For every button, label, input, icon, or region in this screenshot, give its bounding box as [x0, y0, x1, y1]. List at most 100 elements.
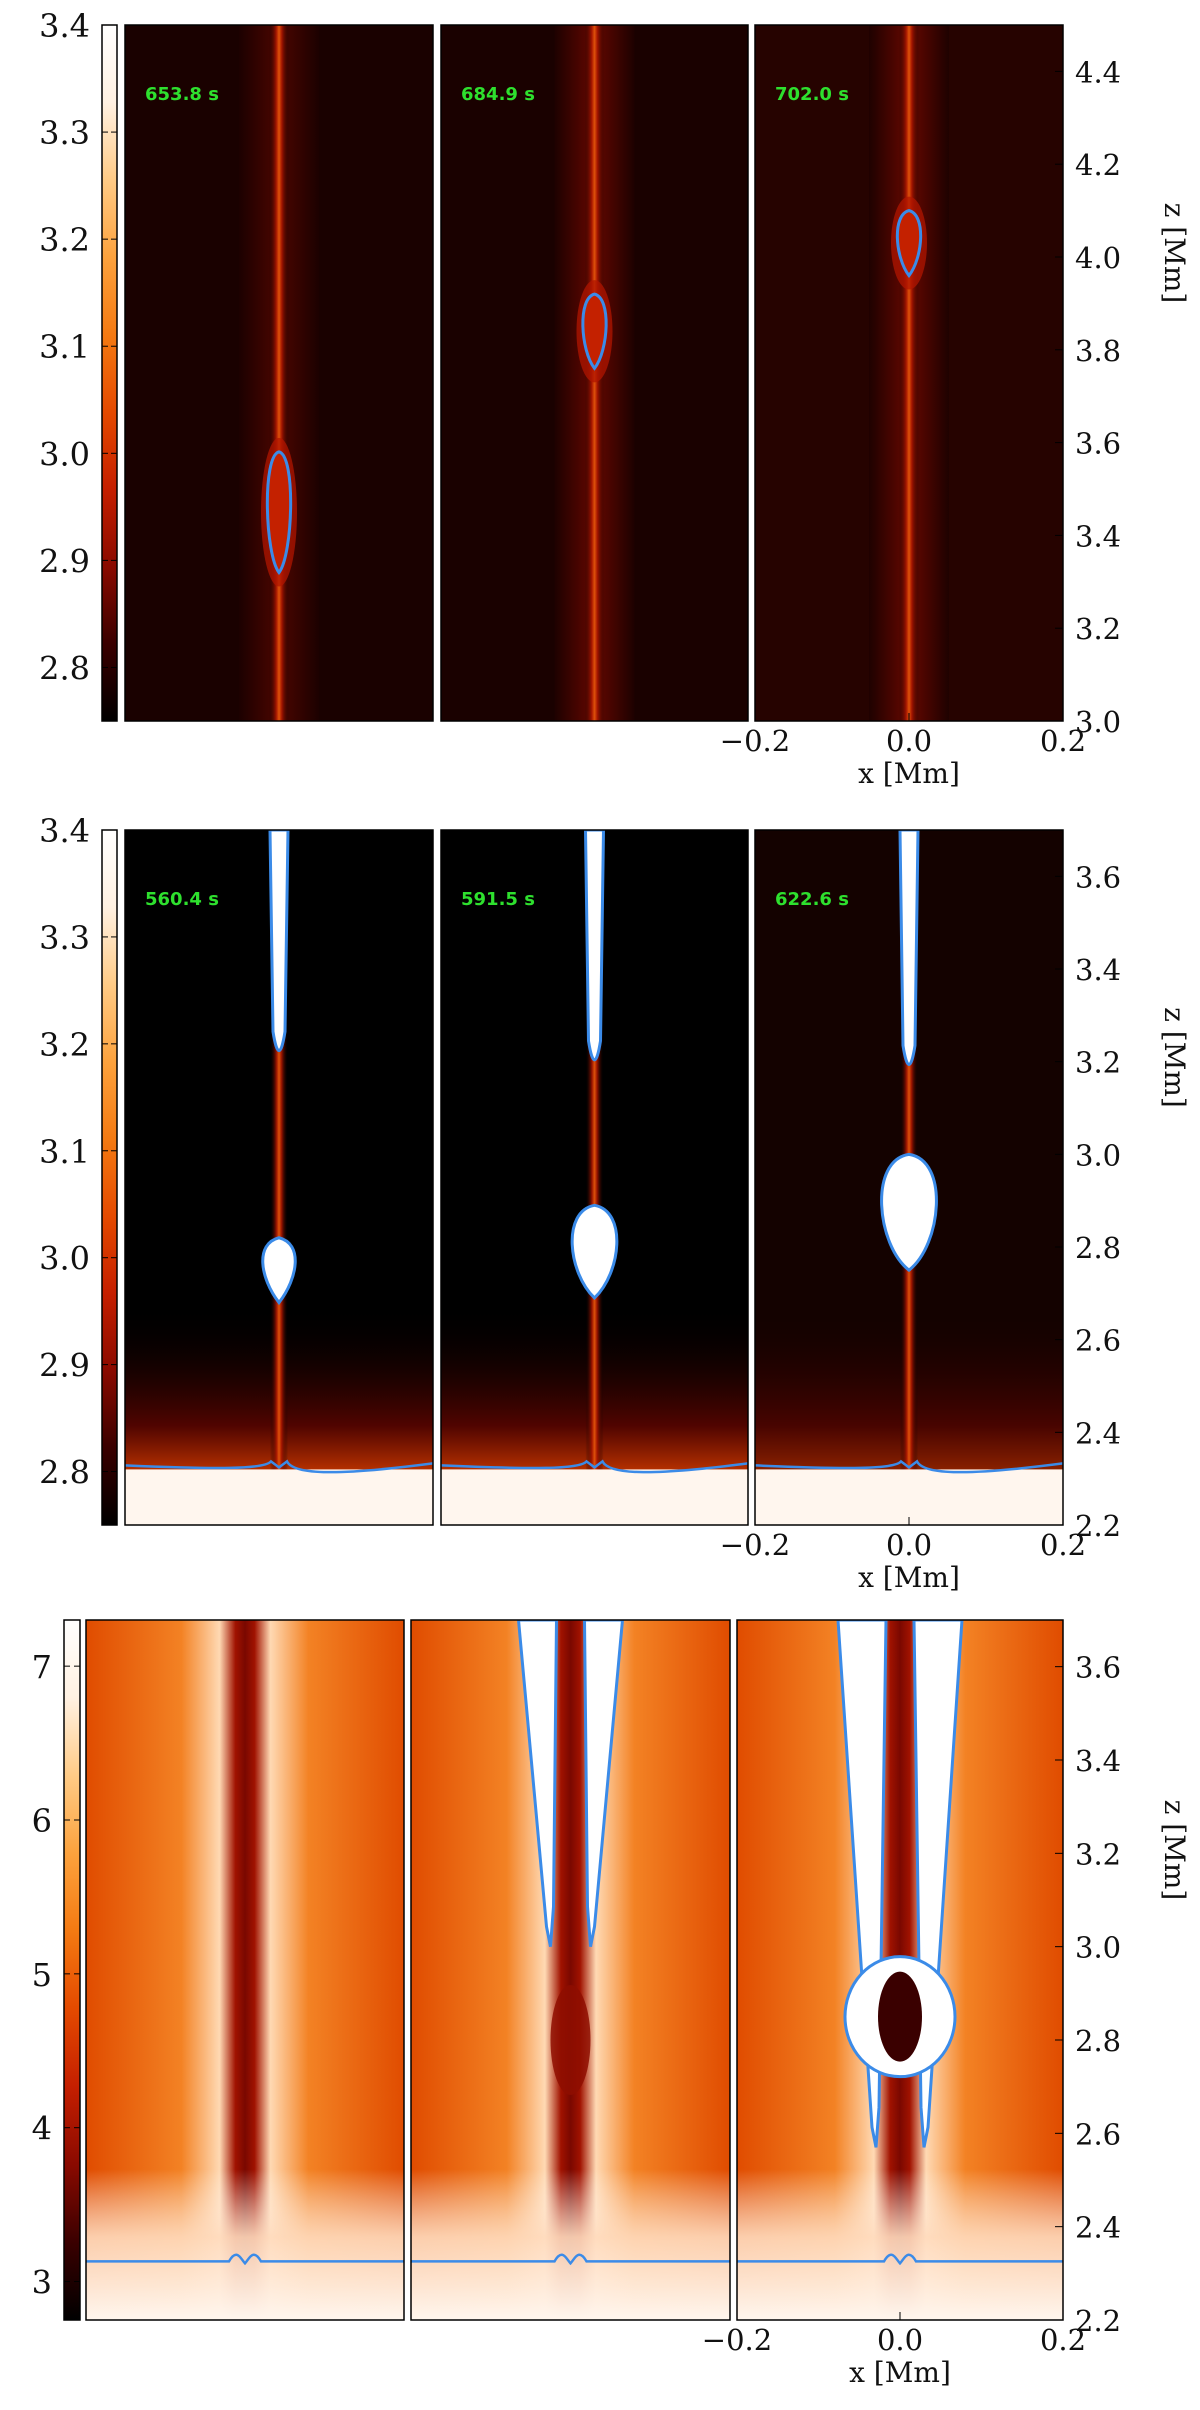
- y-tick-label: 3.6: [1075, 860, 1121, 894]
- colorbar-tick-label: 5: [32, 1956, 52, 1994]
- time-label: 684.9 s: [461, 84, 535, 105]
- y-tick-label: 3.6: [1075, 427, 1121, 461]
- y-tick-label: 4.4: [1075, 55, 1121, 89]
- right-contour: [582, 1620, 625, 1947]
- x-tick-label: −0.2: [702, 2323, 772, 2357]
- colorbar-tick-label: 2.8: [39, 1454, 90, 1492]
- x-axis-label: x [Mm]: [849, 2356, 951, 2389]
- y-tick-label: 3.4: [1075, 953, 1121, 987]
- panel-content: [755, 25, 1063, 721]
- panel-3-3: [736, 1619, 1064, 2321]
- x-axis-label: x [Mm]: [858, 1561, 960, 1594]
- colorbar: [101, 829, 118, 1526]
- y-tick-label: 3.0: [1075, 1138, 1121, 1172]
- y-tick-label: 2.4: [1075, 1416, 1121, 1450]
- y-tick-label: 3.2: [1075, 1046, 1121, 1080]
- x-tick-label: 0.2: [1040, 724, 1086, 758]
- cavity-core: [878, 1971, 922, 2062]
- panel-frame: [410, 1619, 731, 2321]
- colorbar: [101, 24, 118, 722]
- colorbar-tick-label: 3.1: [39, 1133, 90, 1171]
- surface-fill: [441, 1469, 748, 1525]
- y-tick-label: 4.0: [1075, 241, 1121, 275]
- x-tick-label: −0.2: [720, 724, 790, 758]
- panel-1-3: 702.0 s: [754, 24, 1064, 722]
- time-label: 653.8 s: [145, 84, 219, 105]
- colorbar-tick-label: 3.2: [39, 1026, 90, 1064]
- panel-content: [125, 25, 433, 721]
- bottom-fill: [737, 2169, 1063, 2320]
- left-contour: [516, 1620, 559, 1947]
- panel-content: [737, 1620, 1063, 2320]
- panel-frame: [440, 829, 749, 1526]
- colorbar-tick-label: 2.9: [39, 1347, 90, 1385]
- time-label: 560.4 s: [145, 889, 219, 910]
- y-tick-label: 3.2: [1075, 1837, 1121, 1871]
- panel-frame: [124, 24, 434, 722]
- panel-frame: [85, 1619, 405, 2321]
- y-tick-label: 3.2: [1075, 612, 1121, 646]
- y-tick-label: 3.0: [1075, 1931, 1121, 1965]
- colorbar-tick-label: 6: [32, 1802, 52, 1840]
- x-tick-label: 0.0: [886, 1528, 932, 1562]
- panel-frame: [124, 829, 434, 1526]
- y-tick-label: 3.6: [1075, 1651, 1121, 1685]
- y-tick-label: 2.6: [1075, 2117, 1121, 2151]
- colorbar-tick-label: 3.4: [39, 812, 90, 850]
- y-tick-label: 3.0: [1075, 705, 1121, 739]
- surface-contour: [737, 2253, 1063, 2266]
- time-label: 702.0 s: [775, 84, 849, 105]
- x-tick-label: −0.2: [720, 1528, 790, 1562]
- core-streak: [269, 25, 289, 721]
- panel-content: [755, 830, 1063, 1525]
- x-axis-label: x [Mm]: [858, 757, 960, 790]
- y-tick-label: 3.8: [1075, 334, 1121, 368]
- upper-contour: [583, 830, 606, 1062]
- panel-2-2: 591.5 s: [440, 829, 749, 1526]
- surface-contour: [755, 1459, 1063, 1474]
- colorbar-tick-label: 3.3: [39, 114, 90, 152]
- panel-2-3: 622.6 s: [754, 829, 1064, 1526]
- chart-row-2: 3.4 3.3 3.2 3.1 3.0 2.9 2.8 560.4 s 591.5 s 622.6…: [39, 812, 1191, 1594]
- colorbar-tick-label: 3: [32, 2264, 52, 2302]
- surface-contour: [86, 2253, 404, 2266]
- blob-contour: [265, 450, 293, 575]
- chart-row-3: 7 6 5 4 3 3.6 3.4 3.2 3.0 2.8 2.6 2.4 2.2 z [Mm] −0.2 0…: [32, 1619, 1191, 2389]
- panel-1-1: 653.8 s: [124, 24, 434, 722]
- colorbar-tick-label: 4: [32, 2110, 52, 2148]
- chart-row-1: 3.4 3.3 3.2 3.1 3.0 2.9 2.8 653.8 s 684.9 s 702.0…: [39, 7, 1191, 790]
- blob-contour: [570, 1203, 619, 1301]
- colorbar-tick-label: 3.4: [39, 7, 90, 45]
- panel-content: [441, 830, 748, 1525]
- time-label: 591.5 s: [461, 889, 535, 910]
- panel-2-1: 560.4 s: [124, 829, 434, 1526]
- blob-contour: [261, 1236, 297, 1306]
- panel-content: [86, 1620, 404, 2320]
- core-streak: [899, 25, 919, 721]
- colorbar-tick-label: 3.0: [39, 1240, 90, 1278]
- blob-contour: [581, 292, 608, 371]
- x-tick-label: 0.0: [877, 2323, 923, 2357]
- panel-1-2: 684.9 s: [440, 24, 749, 722]
- surface-contour: [441, 1459, 748, 1474]
- colorbar-tick-label: 7: [32, 1648, 52, 1686]
- colorbar-tick-label: 3.2: [39, 221, 90, 259]
- x-tick-label: 0.2: [1040, 2323, 1086, 2357]
- panel-content: [441, 25, 748, 721]
- colorbar-tick-label: 2.8: [39, 649, 90, 687]
- surface-contour: [125, 1459, 433, 1474]
- y-tick-label: 2.8: [1075, 2024, 1121, 2058]
- panel-3-2: [410, 1619, 731, 2321]
- colorbar-tick-label: 3.1: [39, 328, 90, 366]
- panel-frame: [440, 24, 749, 722]
- y-tick-label: 3.4: [1075, 1744, 1121, 1778]
- time-label: 622.6 s: [775, 889, 849, 910]
- surface-fill: [125, 1469, 433, 1525]
- y-tick-label: 2.2: [1075, 1509, 1121, 1543]
- y-tick-label: 4.2: [1075, 148, 1121, 182]
- upper-contour: [268, 830, 290, 1053]
- blob-contour: [895, 209, 923, 279]
- y-tick-label: 2.8: [1075, 1231, 1121, 1265]
- y-tick-label: 2.6: [1075, 1324, 1121, 1358]
